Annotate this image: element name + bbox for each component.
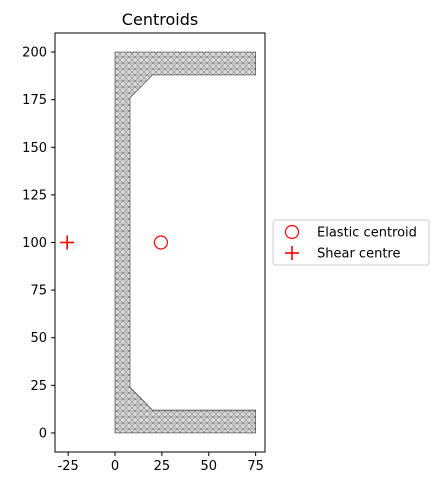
- legend-marker: [285, 246, 299, 260]
- y-axis-ticks: 0 25 50 75 100 125 150 175 200: [22, 46, 55, 441]
- x-tick-label: -25: [58, 459, 79, 474]
- point-shear-centre: [60, 235, 75, 250]
- channel-section-mesh: [114, 51, 256, 434]
- plot-area: [60, 51, 256, 434]
- x-tick-label: 50: [200, 459, 217, 474]
- legend-box: [272, 219, 430, 266]
- x-tick-label: 25: [154, 459, 171, 474]
- y-tick-label: 150: [22, 141, 47, 156]
- y-tick-label: 0: [39, 426, 47, 441]
- legend: Elastic centroid Shear centre: [272, 219, 430, 266]
- x-tick-label: 75: [247, 459, 264, 474]
- x-axis-ticks: -25 0 25 50 75: [58, 452, 264, 474]
- y-tick-label: 200: [22, 46, 47, 61]
- series-marks: [60, 235, 169, 250]
- legend-marker: [284, 224, 300, 240]
- y-tick-label: 100: [22, 236, 47, 251]
- y-tick-label: 125: [22, 188, 47, 203]
- legend-label: Elastic centroid: [317, 226, 417, 241]
- legend-label: Shear centre: [317, 247, 400, 262]
- y-tick-label: 175: [22, 93, 47, 108]
- point-elastic-centroid: [153, 235, 169, 250]
- x-tick-label: 0: [111, 459, 119, 474]
- chart-title: Centroids: [122, 10, 198, 29]
- y-tick-label: 25: [30, 379, 47, 394]
- legend-entries: Elastic centroid Shear centre: [284, 224, 417, 262]
- y-tick-label: 50: [30, 331, 47, 346]
- section-body: [114, 51, 256, 434]
- y-tick-label: 75: [30, 284, 47, 299]
